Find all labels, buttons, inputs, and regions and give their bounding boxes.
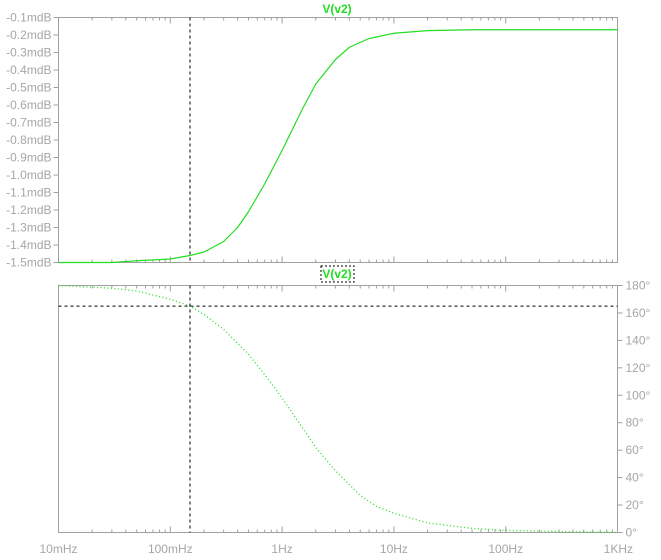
phase-plot-frame[interactable] bbox=[58, 285, 618, 533]
y-tick-label: -1.3mdB bbox=[6, 221, 51, 235]
y-tick-label: -0.4mdB bbox=[6, 63, 51, 77]
y-tick-label: -0.6mdB bbox=[6, 98, 51, 112]
x-tick-label: 100Hz bbox=[488, 542, 523, 556]
magnitude-traces bbox=[58, 29, 618, 264]
x-tick-label: 100mHz bbox=[148, 542, 193, 556]
y-tick-label: 160° bbox=[626, 306, 651, 320]
phase-x-ticks bbox=[58, 285, 613, 533]
y-tick-label: -0.5mdB bbox=[6, 81, 51, 95]
y-tick-label: -0.9mdB bbox=[6, 151, 51, 165]
y-tick-label: -0.8mdB bbox=[6, 133, 51, 147]
y-tick-label: -0.3mdB bbox=[6, 46, 51, 60]
y-tick-label: 40° bbox=[626, 471, 644, 485]
x-tick-label: 1KHz bbox=[604, 542, 633, 556]
phase-trace bbox=[58, 284, 618, 534]
y-tick-label: 80° bbox=[626, 416, 644, 430]
y-tick-label: 0° bbox=[626, 526, 638, 540]
y-tick-label: -1.0mdB bbox=[6, 168, 51, 182]
y-tick-label: 140° bbox=[626, 333, 651, 347]
magnitude-y-axis: -0.1mdB -0.2mdB -0.3mdB -0.4mdB -0.5mdB -0.6m… bbox=[6, 11, 59, 270]
y-tick-label: -0.7mdB bbox=[6, 116, 51, 130]
y-tick-label: 120° bbox=[626, 361, 651, 375]
magnitude-trace bbox=[58, 29, 618, 264]
magnitude-pane: V(v2) -0.1mdB -0.2mdB -0.3mdB -0.4mdB -0.5md… bbox=[6, 2, 618, 270]
phase-traces bbox=[58, 284, 618, 534]
y-tick-label: 180° bbox=[626, 279, 651, 293]
y-tick-label: -1.2mdB bbox=[6, 203, 51, 217]
y-tick-label: -1.4mdB bbox=[6, 238, 51, 252]
y-tick-label: -1.1mdB bbox=[6, 186, 51, 200]
phase-trace-title[interactable]: V(v2) bbox=[322, 267, 351, 281]
frequency-axis-labels: 10mHz 100mHz 1Hz 10Hz 100Hz 1KHz bbox=[39, 542, 633, 556]
magnitude-plot-frame[interactable] bbox=[58, 17, 618, 263]
phase-pane: V(v2) 0° 20° 40° 60° 80° 100° 120° 140° 160° 180° bbox=[58, 265, 651, 540]
y-tick-label: 60° bbox=[626, 443, 644, 457]
y-tick-label: 20° bbox=[626, 498, 644, 512]
y-tick-label: -0.2mdB bbox=[6, 28, 51, 42]
x-tick-label: 1Hz bbox=[271, 542, 292, 556]
phase-trace-title-box bbox=[320, 265, 355, 283]
y-tick-label: -0.1mdB bbox=[6, 11, 51, 25]
magnitude-x-ticks bbox=[58, 17, 613, 263]
x-tick-label: 10Hz bbox=[380, 542, 408, 556]
phase-y-axis: 0° 20° 40° 60° 80° 100° 120° 140° 160° 180° bbox=[617, 279, 651, 540]
magnitude-trace-title[interactable]: V(v2) bbox=[322, 2, 351, 16]
y-tick-label: -1.5mdB bbox=[6, 256, 51, 270]
x-tick-label: 10mHz bbox=[39, 542, 77, 556]
y-tick-label: 100° bbox=[626, 388, 651, 402]
